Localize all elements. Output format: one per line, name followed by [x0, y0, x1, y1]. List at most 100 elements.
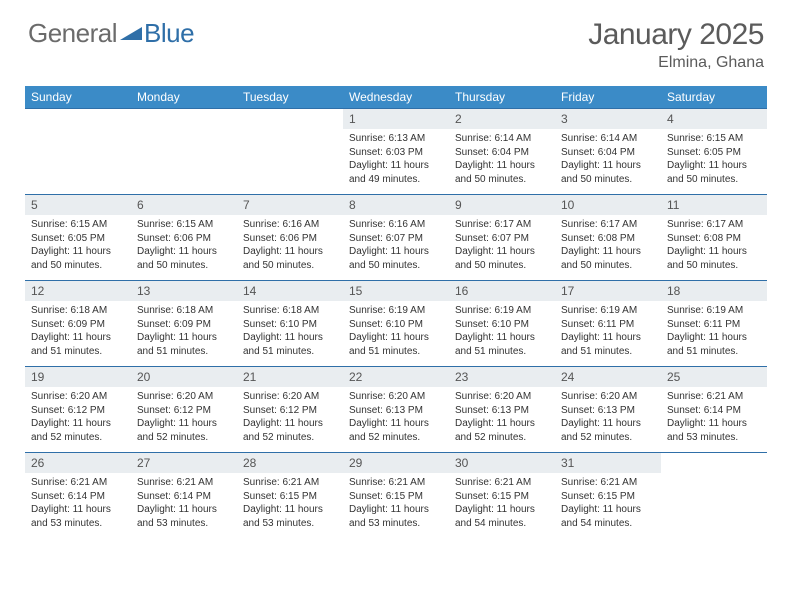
sunset-line: Sunset: 6:05 PM — [31, 232, 125, 246]
day-details: Sunrise: 6:21 AMSunset: 6:15 PMDaylight:… — [237, 473, 343, 534]
daylight-line: Daylight: 11 hours and 53 minutes. — [243, 503, 337, 530]
day-details: Sunrise: 6:21 AMSunset: 6:14 PMDaylight:… — [131, 473, 237, 534]
sunset-line: Sunset: 6:13 PM — [561, 404, 655, 418]
sunset-line: Sunset: 6:15 PM — [455, 490, 549, 504]
day-number: 2 — [449, 109, 555, 129]
daylight-line: Daylight: 11 hours and 52 minutes. — [137, 417, 231, 444]
day-details: Sunrise: 6:19 AMSunset: 6:11 PMDaylight:… — [661, 301, 767, 362]
sunset-line: Sunset: 6:03 PM — [349, 146, 443, 160]
logo-text-general: General — [28, 18, 117, 49]
daylight-line: Daylight: 11 hours and 53 minutes. — [31, 503, 125, 530]
sunset-line: Sunset: 6:09 PM — [137, 318, 231, 332]
logo: General Blue — [28, 18, 194, 49]
day-details: Sunrise: 6:18 AMSunset: 6:09 PMDaylight:… — [131, 301, 237, 362]
day-details: Sunrise: 6:21 AMSunset: 6:14 PMDaylight:… — [661, 387, 767, 448]
week-row: 1 Sunrise: 6:13 AMSunset: 6:03 PM Daylight… — [25, 109, 767, 195]
day-details: Sunrise: 6:20 AMSunset: 6:12 PMDaylight:… — [25, 387, 131, 448]
day-cell: 27Sunrise: 6:21 AMSunset: 6:14 PMDayligh… — [131, 453, 237, 539]
day-number: 11 — [661, 195, 767, 215]
day-cell: 9Sunrise: 6:17 AMSunset: 6:07 PMDaylight… — [449, 195, 555, 281]
day-number: 9 — [449, 195, 555, 215]
weekday-header-row: SundayMondayTuesdayWednesdayThursdayFrid… — [25, 86, 767, 109]
daylight-line: Daylight: 11 hours and 51 minutes. — [667, 331, 761, 358]
day-number: 3 — [555, 109, 661, 129]
daylight-line: Daylight: 11 hours and 51 minutes. — [561, 331, 655, 358]
sunrise-line: Sunrise: 6:13 AM — [349, 132, 443, 146]
sunset-line: Sunset: 6:15 PM — [243, 490, 337, 504]
sunset-line: Sunset: 6:12 PM — [243, 404, 337, 418]
daylight-line: Daylight: 11 hours and 50 minutes. — [243, 245, 337, 272]
sunrise-line: Sunrise: 6:21 AM — [243, 476, 337, 490]
daylight-line: Daylight: 11 hours and 51 minutes. — [31, 331, 125, 358]
daylight-line: Daylight: 11 hours and 52 minutes. — [349, 417, 443, 444]
day-number: 1 — [343, 109, 449, 129]
location-label: Elmina, Ghana — [588, 54, 764, 72]
day-details: Sunrise: 6:15 AMSunset: 6:05 PMDaylight:… — [661, 129, 767, 190]
daylight-line: Daylight: 11 hours and 50 minutes. — [349, 245, 443, 272]
day-cell: 7Sunrise: 6:16 AMSunset: 6:06 PMDaylight… — [237, 195, 343, 281]
sunset-line: Sunset: 6:13 PM — [455, 404, 549, 418]
daylight-line: Daylight: 11 hours and 50 minutes. — [667, 245, 761, 272]
weekday-header: Wednesday — [343, 86, 449, 109]
day-cell: 18Sunrise: 6:19 AMSunset: 6:11 PMDayligh… — [661, 281, 767, 367]
sunrise-line: Sunrise: 6:20 AM — [243, 390, 337, 404]
day-details: Sunrise: 6:14 AMSunset: 6:04 PMDaylight:… — [555, 129, 661, 190]
sunset-line: Sunset: 6:07 PM — [455, 232, 549, 246]
sunset-line: Sunset: 6:14 PM — [31, 490, 125, 504]
day-details: Sunrise: 6:15 AMSunset: 6:05 PMDaylight:… — [25, 215, 131, 276]
day-details: Sunrise: 6:17 AMSunset: 6:07 PMDaylight:… — [449, 215, 555, 276]
sunrise-line: Sunrise: 6:20 AM — [137, 390, 231, 404]
sunrise-line: Sunrise: 6:18 AM — [137, 304, 231, 318]
day-cell: 5Sunrise: 6:15 AMSunset: 6:05 PMDaylight… — [25, 195, 131, 281]
sunset-line: Sunset: 6:12 PM — [31, 404, 125, 418]
day-number: 20 — [131, 367, 237, 387]
sunrise-line: Sunrise: 6:21 AM — [349, 476, 443, 490]
sunset-line: Sunset: 6:06 PM — [137, 232, 231, 246]
logo-triangle-icon — [120, 16, 142, 47]
day-cell: 17Sunrise: 6:19 AMSunset: 6:11 PMDayligh… — [555, 281, 661, 367]
sunset-line: Sunset: 6:04 PM — [455, 146, 549, 160]
day-cell: 20Sunrise: 6:20 AMSunset: 6:12 PMDayligh… — [131, 367, 237, 453]
sunrise-line: Sunrise: 6:19 AM — [667, 304, 761, 318]
daylight-line: Daylight: 11 hours and 51 minutes. — [455, 331, 549, 358]
day-details: Sunrise: 6:19 AMSunset: 6:11 PMDaylight:… — [555, 301, 661, 362]
day-cell: 26Sunrise: 6:21 AMSunset: 6:14 PMDayligh… — [25, 453, 131, 539]
daylight-line: Daylight: 11 hours and 50 minutes. — [667, 159, 761, 186]
day-details: Sunrise: 6:16 AMSunset: 6:07 PMDaylight:… — [343, 215, 449, 276]
month-title: January 2025 — [588, 18, 764, 52]
sunset-line: Sunset: 6:14 PM — [137, 490, 231, 504]
day-cell: 11Sunrise: 6:17 AMSunset: 6:08 PMDayligh… — [661, 195, 767, 281]
daylight-line: Daylight: 11 hours and 50 minutes. — [137, 245, 231, 272]
sunrise-line: Sunrise: 6:15 AM — [667, 132, 761, 146]
sunset-line: Sunset: 6:05 PM — [667, 146, 761, 160]
sunset-line: Sunset: 6:10 PM — [349, 318, 443, 332]
sunrise-line: Sunrise: 6:21 AM — [31, 476, 125, 490]
daylight-line: Daylight: 11 hours and 52 minutes. — [561, 417, 655, 444]
week-row: 5Sunrise: 6:15 AMSunset: 6:05 PMDaylight… — [25, 195, 767, 281]
day-cell: 15Sunrise: 6:19 AMSunset: 6:10 PMDayligh… — [343, 281, 449, 367]
daylight-line: Daylight: 11 hours and 51 minutes. — [349, 331, 443, 358]
day-number: 17 — [555, 281, 661, 301]
title-block: January 2025 Elmina, Ghana — [588, 18, 764, 72]
day-number: 13 — [131, 281, 237, 301]
sunset-line: Sunset: 6:10 PM — [455, 318, 549, 332]
day-cell: 21Sunrise: 6:20 AMSunset: 6:12 PMDayligh… — [237, 367, 343, 453]
day-details: Sunrise: 6:16 AMSunset: 6:06 PMDaylight:… — [237, 215, 343, 276]
calendar-table: SundayMondayTuesdayWednesdayThursdayFrid… — [25, 86, 767, 539]
day-details: Sunrise: 6:17 AMSunset: 6:08 PMDaylight:… — [661, 215, 767, 276]
sunrise-line: Sunrise: 6:18 AM — [243, 304, 337, 318]
sunrise-line: Sunrise: 6:15 AM — [137, 218, 231, 232]
daylight-line: Daylight: 11 hours and 50 minutes. — [455, 159, 549, 186]
daylight-line: Daylight: 11 hours and 50 minutes. — [561, 159, 655, 186]
sunrise-line: Sunrise: 6:18 AM — [31, 304, 125, 318]
sunset-line: Sunset: 6:09 PM — [31, 318, 125, 332]
sunset-line: Sunset: 6:07 PM — [349, 232, 443, 246]
day-details: Sunrise: 6:20 AMSunset: 6:12 PMDaylight:… — [237, 387, 343, 448]
day-details: Sunrise: 6:21 AMSunset: 6:15 PMDaylight:… — [343, 473, 449, 534]
week-row: 12Sunrise: 6:18 AMSunset: 6:09 PMDayligh… — [25, 281, 767, 367]
day-number: 27 — [131, 453, 237, 473]
daylight-line: Daylight: 11 hours and 52 minutes. — [243, 417, 337, 444]
day-cell: 10Sunrise: 6:17 AMSunset: 6:08 PMDayligh… — [555, 195, 661, 281]
sunset-line: Sunset: 6:13 PM — [349, 404, 443, 418]
sunrise-line: Sunrise: 6:16 AM — [349, 218, 443, 232]
